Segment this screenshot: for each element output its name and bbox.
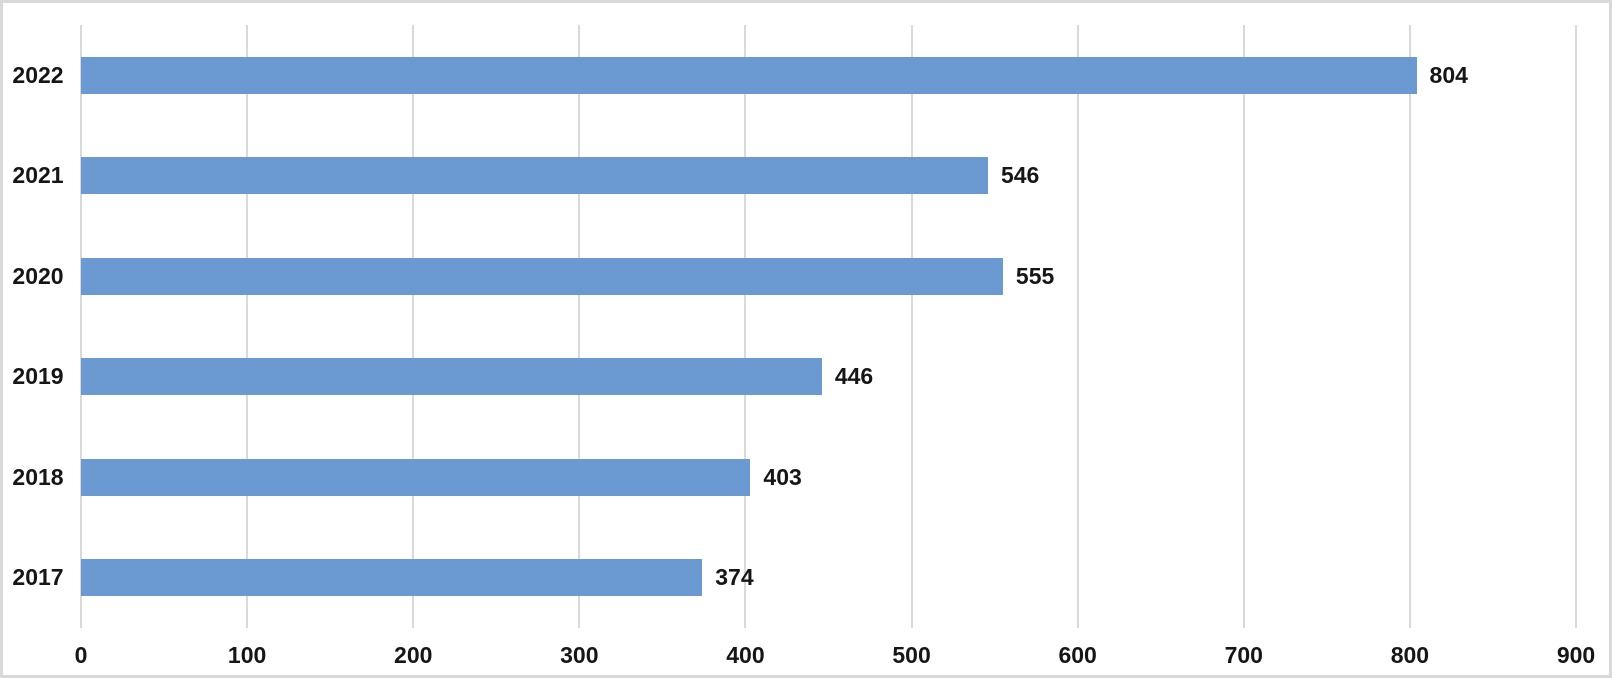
x-tick-label-300: 300 [560,642,599,668]
bar-row: 403 [81,427,1576,528]
bar-2020 [81,257,1003,295]
gridline-0 [80,25,82,628]
gridline-100 [246,25,249,628]
category-label-2017: 2017 [12,564,64,591]
gridline-700 [1242,25,1245,628]
bar-2019 [81,358,822,396]
bar-value-label: 446 [834,363,874,390]
bar-series: 804 546 555 446 403 374 [81,25,1576,628]
x-axis-tick-labels: 0 100 200 300 400 500 600 700 800 900 [75,642,1596,671]
x-tick-label-700: 700 [1224,642,1263,668]
x-tick-label-500: 500 [892,642,931,668]
bar-value-label: 403 [763,463,802,490]
category-label-2020: 2020 [12,262,64,289]
bar-row: 804 [81,25,1576,126]
gridline-500 [910,25,913,628]
bar-row: 446 [81,327,1576,428]
bar-2018 [81,458,751,496]
bar-2022 [81,56,1417,94]
bar-2017 [81,559,703,597]
x-tick-label-0: 0 [74,642,88,668]
bar-value-label: 555 [1015,262,1055,289]
category-label-2021: 2021 [12,162,64,189]
bar-2021 [81,157,988,195]
gridline-200 [412,25,415,628]
gridline-300 [578,25,581,628]
bar-value-label: 374 [715,564,754,591]
gridlines [80,25,1577,628]
bar-value-label: 546 [1000,162,1040,189]
gridline-400 [744,25,747,628]
x-tick-label-900: 900 [1556,642,1596,668]
gridline-900 [1575,25,1577,628]
x-tick-label-100: 100 [227,642,267,668]
gridline-800 [1408,25,1411,628]
bar-row: 546 [81,126,1576,227]
x-tick-label-600: 600 [1058,642,1097,668]
bar-value-label: 804 [1429,61,1468,88]
bar-row: 374 [81,528,1576,629]
gridline-600 [1076,25,1079,628]
category-label-2022: 2022 [12,61,64,88]
y-axis-category-labels: 2022 2021 2020 2019 2018 2017 [3,25,79,628]
x-tick-label-200: 200 [394,642,433,668]
category-label-2018: 2018 [12,463,64,490]
x-tick-label-400: 400 [726,642,765,668]
bar-row: 555 [81,226,1576,327]
plot-area: 804 546 555 446 403 374 [80,25,1577,628]
x-tick-label-800: 800 [1390,642,1430,668]
category-label-2019: 2019 [12,363,64,390]
